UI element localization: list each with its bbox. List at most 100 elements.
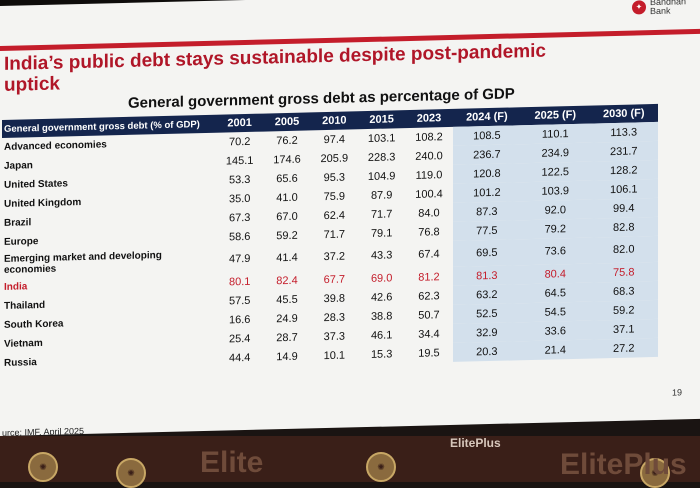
table-cell: 81.3 [452,265,522,286]
table-cell: 67.3 [228,211,251,224]
table-cell: 65.6 [276,172,298,185]
table-cell: 106.1 [589,178,658,200]
table-cell: 87.9 [370,188,393,202]
table-cell: 84.0 [418,206,440,220]
table-cell: 16.6 [228,313,251,326]
table-cell: 54.5 [521,301,590,323]
column-header: 2015 [357,110,406,130]
table-cell: 95.3 [323,171,346,184]
row-label: Russia [4,357,37,369]
table-cell: 82.4 [276,274,298,287]
table-cell: 53.3 [228,173,251,186]
stage-emblem-icon: ✺ [116,458,146,488]
table-cell: 120.8 [452,163,522,184]
stage-brand-right: ElitePlus [560,448,687,481]
table-cell: 128.2 [589,159,658,181]
table-cell: 110.1 [521,123,590,145]
table-cell: 103.1 [367,131,396,145]
presentation-slide: ✦ Bandhan Bank India’s public debt stays… [0,0,700,437]
stage-brand-center: ElitePlus [450,436,501,450]
table-cell: 62.3 [418,289,440,303]
bank-logo-icon: ✦ [632,0,646,15]
forecast-column-header: 2025 (F) [521,105,590,126]
table-cell: 42.6 [370,290,393,304]
table-cell: 92.0 [521,199,590,221]
table-cell: 67.4 [418,248,440,261]
table-cell: 25.4 [228,332,251,345]
debt-table: General government gross debt (% of GDP)… [2,103,658,373]
table-cell: 82.0 [589,235,658,264]
table-cell: 37.2 [323,250,346,264]
table-cell: 69.5 [452,239,522,267]
column-header: 2001 [216,113,264,133]
table-cell: 41.4 [276,251,298,265]
table-cell: 59.2 [589,299,658,321]
table-cell: 57.5 [228,294,251,307]
table-cell: 75.8 [589,261,658,283]
table-cell: 70.2 [228,135,251,148]
table-cell: 43.3 [370,249,393,262]
table-cell: 68.3 [589,280,658,302]
table-cell: 50.7 [418,308,440,322]
table-cell: 37.3 [323,330,346,343]
table-cell: 20.3 [452,341,522,362]
bank-logo-text: Bandhan Bank [650,0,687,17]
table-cell: 234.9 [521,142,590,164]
stage-brand-left: Elite [200,446,264,479]
table-cell: 35.0 [228,192,251,205]
table-cell: 67.7 [323,273,346,286]
table-cell: 205.9 [320,151,349,165]
stage-emblem-icon: ✺ [366,452,396,482]
table-cell: 15.3 [370,347,393,361]
table-cell: 59.2 [276,229,298,242]
table-cell: 97.4 [323,133,346,146]
table-cell: 76.2 [276,134,298,147]
table-cell: 63.2 [452,284,522,305]
table-cell: 52.5 [452,303,522,324]
table-cell: 87.3 [452,201,522,222]
table-cell: 37.1 [589,318,658,340]
table-cell: 10.1 [323,349,346,362]
table-cell: 14.9 [276,350,298,363]
table-cell: 231.7 [589,140,658,162]
table-cell: 79.1 [370,226,393,240]
table-cell: 34.4 [418,327,440,341]
table-cell: 119.0 [415,168,443,182]
table-cell: 99.4 [589,197,658,219]
table-cell: 82.8 [589,216,658,238]
table-cell: 71.7 [323,228,346,241]
table-cell: 81.2 [418,270,440,284]
table-cell: 108.5 [452,125,522,146]
table-cell: 101.2 [452,182,522,203]
table-cell: 58.6 [228,230,251,243]
bank-logo: ✦ Bandhan Bank [632,0,690,17]
table-cell: 24.9 [276,312,298,325]
table-cell: 41.0 [276,191,298,204]
column-header: 2005 [263,112,311,132]
table-cell: 19.5 [418,346,440,360]
table-cell: 38.8 [370,309,393,323]
table-cell: 75.9 [323,190,346,203]
table-cell: 39.8 [323,292,346,305]
table-cell: 104.9 [367,169,396,183]
table-cell: 46.1 [370,328,393,342]
table-cell: 28.7 [276,331,298,344]
table-cell: 21.4 [521,339,590,361]
table-cell: 122.5 [521,161,590,183]
table-cell: 108.2 [415,130,443,144]
table-cell: 80.1 [228,275,251,288]
table-cell: 100.4 [415,187,443,201]
table-cell: 77.5 [452,220,522,241]
table-cell: 113.3 [589,121,658,143]
table-cell: 71.7 [370,207,393,221]
table-cell: 67.0 [276,210,298,223]
stage-emblem-icon: ✺ [28,452,58,482]
table-cell: 80.4 [521,263,590,285]
table-cell: 28.3 [323,311,346,324]
table-cell: 73.6 [521,237,590,266]
table-body: Advanced economies 70.2 76.2 97.4 103.1 108.2… [2,121,658,373]
table-cell: 145.1 [225,154,254,167]
table-cell: 228.3 [367,150,396,164]
page-number: 19 [671,387,682,398]
table-cell: 32.9 [452,322,522,343]
